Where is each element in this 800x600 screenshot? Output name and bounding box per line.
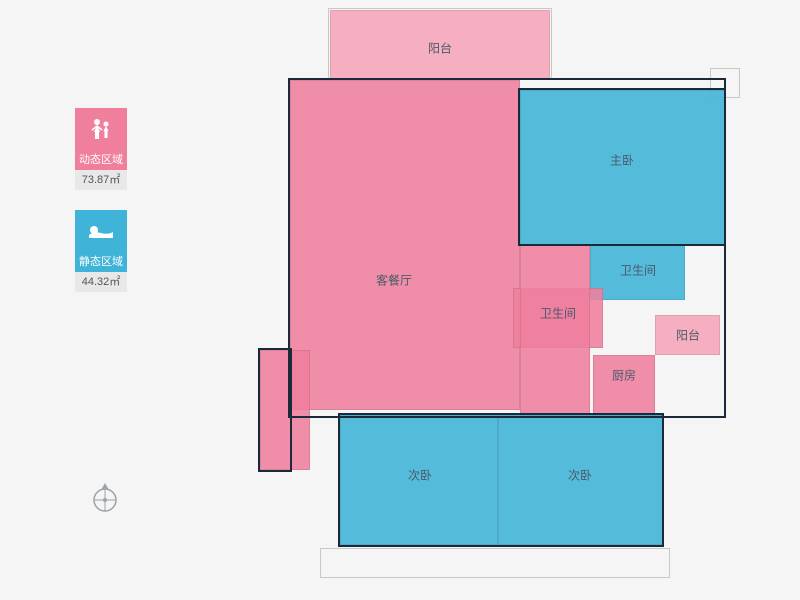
legend-dynamic-value: 73.87㎡	[75, 170, 127, 190]
people-icon	[75, 108, 127, 150]
room-label-bed2-right: 次卧	[568, 467, 592, 484]
floorplan: 阳台客餐厅主卧卫生间卫生间阳台厨房次卧次卧	[260, 10, 750, 580]
legend-static-label: 静态区域	[75, 252, 127, 272]
room-label-kitchen: 厨房	[612, 367, 636, 384]
room-kitchen	[593, 355, 655, 415]
room-label-balcony-r: 阳台	[676, 327, 700, 344]
room-corridor	[520, 245, 590, 415]
room-label-bath1: 卫生间	[620, 262, 656, 279]
balcony-outline	[320, 548, 670, 578]
legend-panel: 动态区域 73.87㎡ 静态区域 44.32㎡	[75, 108, 127, 312]
room-label-living: 客餐厅	[376, 272, 412, 289]
compass-icon	[88, 480, 122, 514]
legend-dynamic-label: 动态区域	[75, 150, 127, 170]
room-label-bed2-left: 次卧	[408, 467, 432, 484]
room-label-balcony-top: 阳台	[428, 40, 452, 57]
room-label-bath2: 卫生间	[540, 305, 576, 322]
legend-dynamic: 动态区域 73.87㎡	[75, 108, 127, 190]
legend-static: 静态区域 44.32㎡	[75, 210, 127, 292]
sleep-icon	[75, 210, 127, 252]
room-label-master-bed: 主卧	[610, 152, 634, 169]
room-living	[290, 80, 520, 410]
legend-static-value: 44.32㎡	[75, 272, 127, 292]
room-living-ext	[260, 350, 310, 470]
